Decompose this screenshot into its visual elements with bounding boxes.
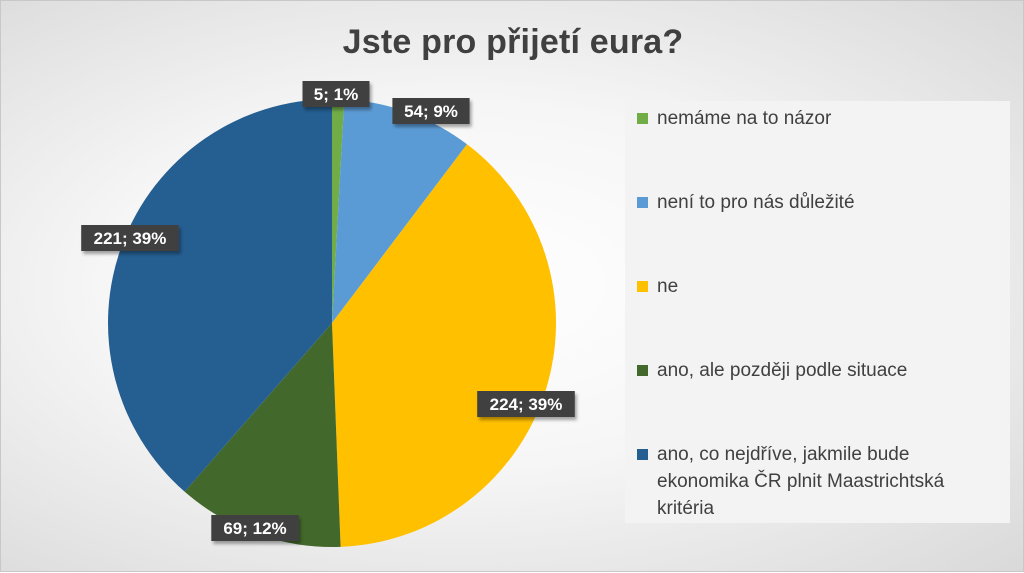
legend-item-nemame-na-to-nazor[interactable]: nemáme na to názor	[637, 105, 1004, 132]
legend-swatch	[637, 449, 648, 460]
data-label: 221; 39%	[81, 225, 179, 251]
data-label: 5; 1%	[302, 81, 370, 107]
pie-slice[interactable]	[108, 99, 332, 492]
data-label-text: 221; 39%	[94, 229, 167, 248]
legend-label: nemáme na to názor	[657, 108, 832, 129]
legend-swatch	[637, 197, 648, 208]
legend-label: ano, ale později podle situace	[657, 360, 908, 381]
pie-slice[interactable]	[332, 99, 345, 323]
data-label: 69; 12%	[211, 515, 299, 541]
pie-slice[interactable]	[332, 99, 468, 323]
legend-label: ne	[657, 276, 679, 297]
data-label-text: 54; 9%	[404, 102, 458, 121]
legend-label: ano, co nejdříve, jakmile bude ekonomika…	[657, 444, 945, 519]
legend-swatch	[637, 365, 648, 376]
legend-label: není to pro nás důležité	[657, 192, 855, 213]
legend-item-neni-to-pro-nas-dulezite[interactable]: není to pro nás důležité	[637, 189, 1004, 216]
data-label: 224; 39%	[477, 391, 575, 417]
pie-slice[interactable]	[332, 144, 557, 547]
pie-slice[interactable]	[184, 323, 341, 548]
data-label-text: 5; 1%	[314, 85, 358, 104]
legend-item-ne[interactable]: ne	[637, 273, 1004, 300]
legend-swatch	[637, 113, 648, 124]
data-label-text: 69; 12%	[223, 519, 286, 538]
legend-item-ano-co-nejdrive[interactable]: ano, co nejdříve, jakmile bude ekonomika…	[637, 441, 1004, 522]
legend: nemáme na to názor není to pro nás důlež…	[625, 101, 1010, 523]
chart-title: Jste pro přijetí eura?	[342, 23, 684, 61]
data-label-text: 224; 39%	[490, 395, 563, 414]
legend-swatch	[637, 281, 648, 292]
legend-item-ano-pozdeji[interactable]: ano, ale později podle situace	[637, 357, 1004, 384]
data-label: 54; 9%	[392, 98, 470, 124]
